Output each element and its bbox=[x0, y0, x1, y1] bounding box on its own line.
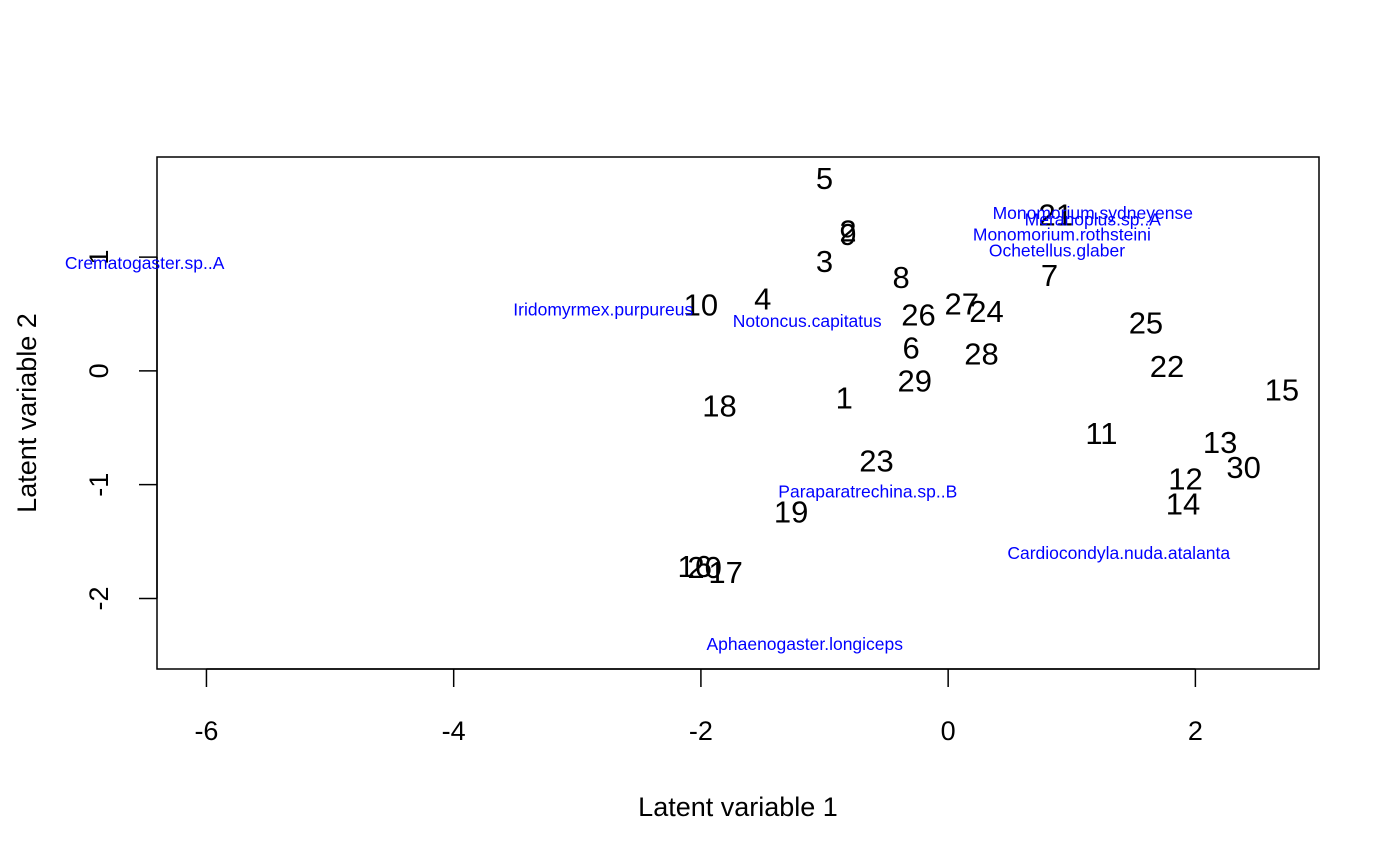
site-label: 4 bbox=[754, 282, 771, 317]
site-label: 19 bbox=[774, 494, 808, 529]
site-label: 14 bbox=[1166, 487, 1200, 522]
site-label: 8 bbox=[893, 260, 910, 295]
site-label: 22 bbox=[1150, 349, 1184, 384]
site-label: 25 bbox=[1129, 306, 1163, 341]
x-axis-title: Latent variable 1 bbox=[638, 792, 838, 822]
site-label: 10 bbox=[684, 287, 718, 322]
site-label: 17 bbox=[708, 555, 742, 590]
species-label: Aphaenogaster.longiceps bbox=[706, 634, 903, 654]
site-label: 30 bbox=[1226, 450, 1260, 485]
species-label: Monomorium.rothsteini bbox=[973, 224, 1151, 244]
site-label: 20 bbox=[687, 550, 721, 585]
y-tick-label: 1 bbox=[84, 250, 114, 265]
site-label: 1 bbox=[836, 381, 853, 416]
x-tick-label: -2 bbox=[689, 716, 713, 746]
site-label: 18 bbox=[702, 389, 736, 424]
y-tick-label: -2 bbox=[84, 586, 114, 610]
site-label: 29 bbox=[898, 364, 932, 399]
site-label: 2 bbox=[839, 213, 856, 248]
x-tick-label: 0 bbox=[941, 716, 956, 746]
x-tick-label: -4 bbox=[442, 716, 466, 746]
y-axis-title: Latent variable 2 bbox=[12, 313, 42, 513]
species-label: Notoncus.capitatus bbox=[733, 311, 882, 331]
site-label: 7 bbox=[1041, 258, 1058, 293]
species-label: Paraparatrechina.sp..B bbox=[778, 482, 957, 502]
species-label: Monomorium.sydneyense bbox=[993, 203, 1193, 223]
site-label: 5 bbox=[816, 161, 833, 196]
species-label: Meranoplus.sp..A bbox=[1025, 210, 1162, 230]
site-label: 6 bbox=[902, 331, 919, 366]
y-tick-label: 0 bbox=[84, 363, 114, 378]
site-label: 21 bbox=[1038, 198, 1072, 233]
site-label: 3 bbox=[816, 244, 833, 279]
species-label: Cardiocondyla.nuda.atalanta bbox=[1007, 543, 1230, 563]
site-label: 9 bbox=[839, 217, 856, 252]
site-label: 28 bbox=[964, 336, 998, 371]
site-label: 23 bbox=[859, 443, 893, 478]
species-label: Crematogaster.sp..A bbox=[65, 253, 225, 273]
y-tick-label: -1 bbox=[84, 473, 114, 497]
site-label: 27 bbox=[945, 286, 979, 321]
species-label: Iridomyrmex.purpureus bbox=[513, 299, 693, 319]
site-label: 11 bbox=[1085, 416, 1117, 451]
species-label: Ochetellus.glaber bbox=[989, 240, 1125, 260]
x-tick-label: 2 bbox=[1188, 716, 1203, 746]
site-label: 13 bbox=[1203, 425, 1237, 460]
site-label: 26 bbox=[901, 298, 935, 333]
site-label: 16 bbox=[677, 549, 711, 584]
site-label: 15 bbox=[1265, 373, 1299, 408]
site-label: 12 bbox=[1168, 461, 1202, 496]
axes: -6 -4 -2 0 2 -2 -1 0 1 bbox=[84, 156, 1320, 746]
site-label: 24 bbox=[969, 294, 1003, 329]
x-tick-label: -6 bbox=[194, 716, 218, 746]
